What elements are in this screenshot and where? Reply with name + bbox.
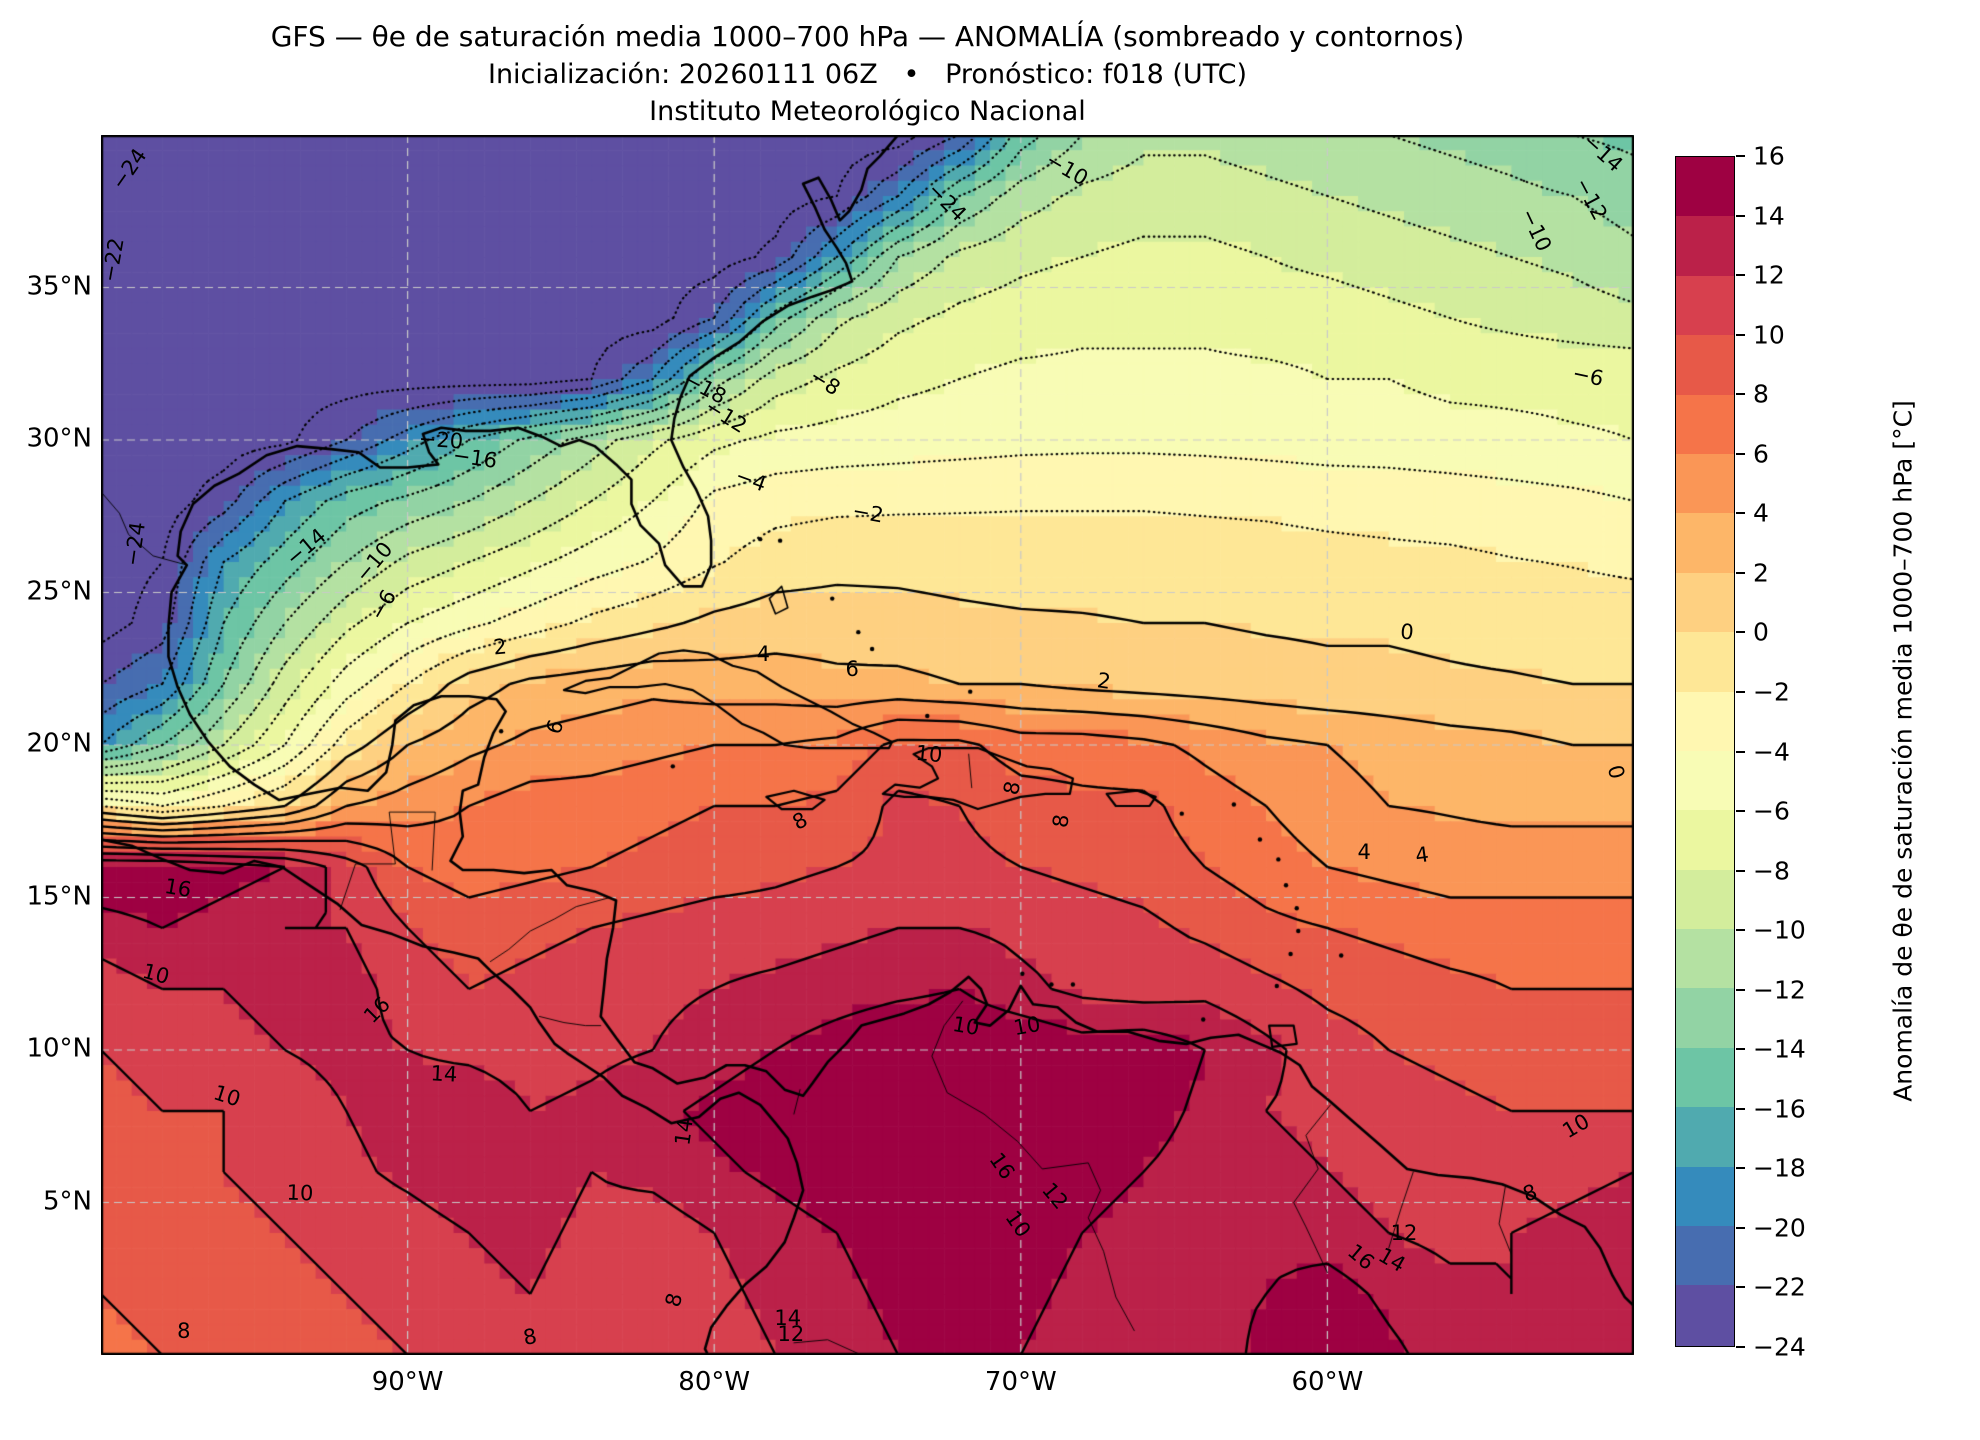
colorbar-tick	[1736, 750, 1745, 753]
colorbar-tick	[1736, 690, 1745, 693]
colorbar-tick-label: 4	[1753, 498, 1769, 528]
colorbar-segment	[1676, 513, 1734, 574]
colorbar-tick-label: −16	[1753, 1094, 1806, 1124]
colorbar-segment	[1676, 1285, 1734, 1346]
colorbar-segment	[1676, 869, 1734, 930]
colorbar-segment	[1676, 572, 1734, 633]
colorbar-tick-label: −4	[1753, 737, 1790, 766]
colorbar-tick-label: −22	[1753, 1272, 1806, 1302]
colorbar-segment	[1676, 453, 1734, 515]
colorbar-segment	[1676, 1047, 1734, 1109]
colorbar-tick-label: 10	[1753, 320, 1785, 350]
colorbar	[1675, 156, 1735, 1347]
colorbar-tick	[1736, 1346, 1745, 1348]
colorbar-segment	[1676, 988, 1734, 1049]
colorbar-tick	[1736, 214, 1745, 217]
y-tick-label: 10°N	[26, 1033, 92, 1064]
colorbar-tick	[1736, 1286, 1745, 1289]
colorbar-tick	[1736, 1107, 1745, 1110]
colorbar-tick	[1736, 452, 1745, 455]
colorbar-tick-label: −24	[1753, 1332, 1806, 1362]
colorbar-segment	[1676, 157, 1734, 218]
colorbar-segment	[1676, 750, 1734, 812]
x-tick-label: 90°W	[371, 1367, 444, 1397]
colorbar-tick	[1736, 988, 1745, 991]
colorbar-tick	[1736, 512, 1745, 515]
colorbar-segment	[1676, 632, 1734, 693]
colorbar-tick	[1736, 155, 1745, 157]
x-tick-label: 80°W	[678, 1367, 751, 1397]
subtitle-institution: Instituto Meteorológico Nacional	[649, 96, 1086, 127]
colorbar-segment	[1676, 335, 1734, 396]
colorbar-tick-label: 2	[1753, 558, 1769, 588]
colorbar-tick-label: 12	[1753, 260, 1785, 290]
colorbar-segment	[1676, 1166, 1734, 1227]
colorbar-segment	[1676, 691, 1734, 752]
colorbar-tick-label: 0	[1753, 617, 1769, 647]
colorbar-tick	[1736, 929, 1745, 932]
y-tick-label: 20°N	[26, 728, 92, 759]
y-tick-label: 25°N	[26, 576, 92, 606]
y-tick-label: 15°N	[26, 881, 92, 911]
colorbar-tick	[1736, 810, 1745, 813]
colorbar-tick-label: −12	[1753, 975, 1806, 1005]
colorbar-segment	[1676, 216, 1734, 277]
subtitle-init-forecast: Inicialización: 20260111 06Z • Pronóstic…	[487, 59, 1247, 90]
colorbar-axis-label: Anomalía de θe de saturación media 1000–…	[1888, 400, 1918, 1102]
colorbar-segment	[1676, 929, 1734, 990]
y-tick-label: 30°N	[26, 423, 92, 454]
y-tick-label: 35°N	[26, 271, 92, 301]
colorbar-tick-label: −20	[1753, 1213, 1806, 1243]
colorbar-tick-label: −8	[1753, 856, 1790, 886]
colorbar-tick	[1736, 869, 1745, 872]
colorbar-tick-label: −18	[1753, 1153, 1806, 1183]
colorbar-tick	[1736, 333, 1745, 336]
colorbar-tick	[1736, 571, 1745, 574]
colorbar-tick-label: −6	[1753, 796, 1790, 826]
colorbar-segment	[1676, 810, 1734, 871]
colorbar-segment	[1676, 1226, 1734, 1287]
colorbar-segment	[1676, 275, 1734, 336]
colorbar-tick-label: 16	[1753, 141, 1785, 171]
x-tick-label: 60°W	[1291, 1367, 1364, 1397]
colorbar-tick-label: 6	[1753, 439, 1769, 469]
colorbar-tick-label: −2	[1753, 677, 1790, 707]
colorbar-tick-label: −14	[1753, 1034, 1806, 1064]
anomaly-map-canvas	[101, 135, 1634, 1355]
colorbar-tick	[1736, 631, 1745, 634]
colorbar-tick	[1736, 1226, 1745, 1229]
colorbar-tick	[1736, 274, 1745, 277]
colorbar-segment	[1676, 394, 1734, 455]
colorbar-segment	[1676, 1107, 1734, 1168]
colorbar-tick	[1736, 1048, 1745, 1051]
y-tick-label: 5°N	[43, 1186, 92, 1216]
colorbar-tick	[1736, 393, 1745, 396]
colorbar-tick-label: −10	[1753, 915, 1806, 945]
colorbar-tick	[1736, 1167, 1745, 1170]
colorbar-tick-label: 14	[1753, 201, 1785, 231]
colorbar-tick-label: 8	[1753, 379, 1769, 409]
page-title: GFS — θe de saturación media 1000–700 hP…	[270, 20, 1465, 53]
x-tick-label: 70°W	[984, 1367, 1057, 1397]
